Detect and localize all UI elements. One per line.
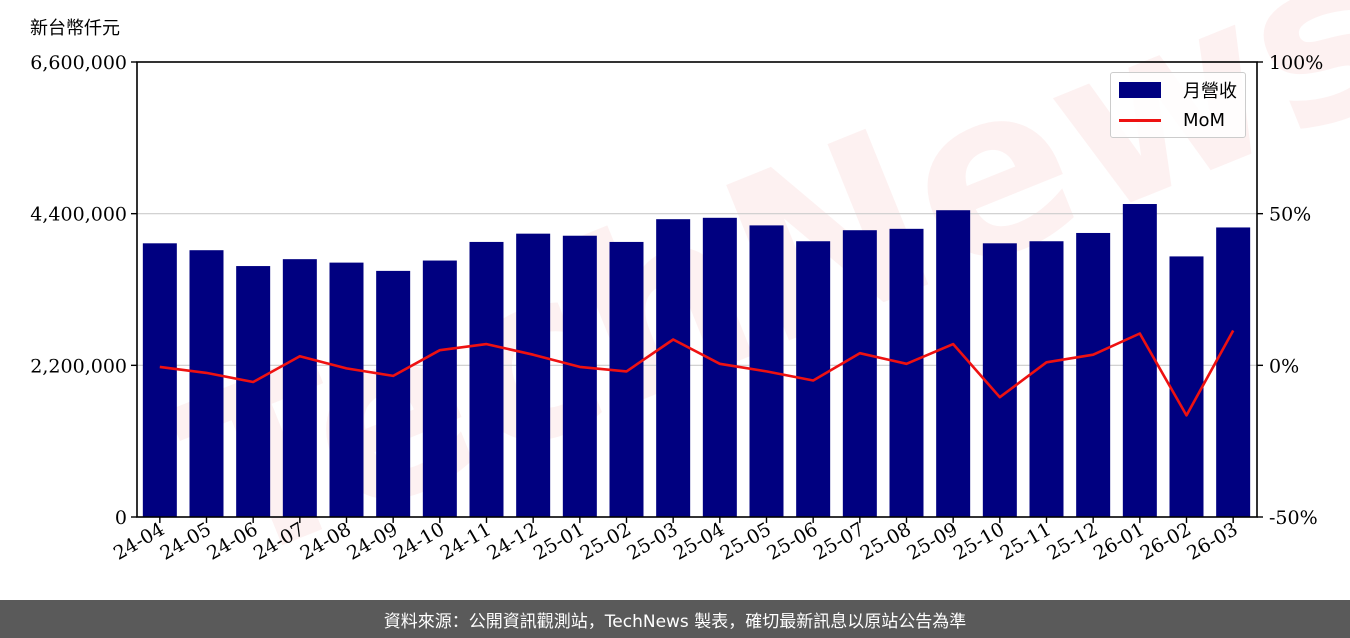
x-tick-label: 25-08 — [857, 518, 915, 564]
bar-24-09 — [376, 270, 411, 517]
bar-25-11 — [1029, 241, 1064, 517]
x-tick-label: 24-11 — [437, 518, 495, 564]
x-tick-label: 25-04 — [670, 518, 728, 564]
x-tick-label: 25-12 — [1043, 518, 1101, 564]
chart-area: TechNews 02,200,0004,400,0006,600,000-50… — [30, 0, 1350, 618]
x-tick-label: 26-03 — [1183, 518, 1241, 564]
bar-25-07 — [842, 230, 877, 517]
x-tick-label: 24-12 — [483, 518, 541, 564]
footer-text: 資料來源：公開資訊觀測站，TechNews 製表，確切最新訊息以原站公告為準 — [383, 611, 967, 632]
bar-25-10 — [982, 243, 1017, 517]
chart-legend: 月營收 MoM — [1110, 72, 1246, 138]
bar-26-03 — [1216, 227, 1251, 518]
bar-26-01 — [1122, 204, 1157, 518]
chart-svg: 0 2,200,000 4,400,000 6,600,000 -50% 0% 50% 100… — [30, 52, 1323, 565]
bar-24-11 — [469, 241, 504, 517]
bar-25-02 — [609, 241, 644, 517]
x-tick-label: 25-01 — [530, 518, 588, 564]
x-tick-label: 25-05 — [717, 518, 775, 564]
bar-24-07 — [282, 259, 317, 517]
y-right-tick-label: -50% — [1269, 507, 1318, 529]
legend-item-mom: MoM — [1119, 106, 1225, 134]
bar-24-08 — [329, 262, 364, 517]
x-tick-label: 24-09 — [343, 518, 401, 564]
bar-24-05 — [189, 250, 224, 518]
y-axis-unit-label: 新台幣仟元 — [30, 18, 120, 39]
x-tick-label: 25-11 — [997, 518, 1055, 564]
bar-24-12 — [516, 233, 551, 517]
y-right-tick-label: 50% — [1269, 204, 1311, 226]
x-tick-label: 24-10 — [390, 518, 448, 564]
legend-line-swatch — [1119, 118, 1161, 122]
mom-line — [159, 329, 1235, 417]
plot-frame — [136, 61, 1258, 518]
source-footer: 資料來源：公開資訊觀測站，TechNews 製表，確切最新訊息以原站公告為準 — [0, 600, 1350, 638]
bar-25-09 — [936, 210, 971, 517]
bar-24-04 — [142, 243, 177, 517]
y-left-tick-label: 2,200,000 — [30, 355, 127, 377]
x-tick-label: 25-06 — [763, 518, 821, 564]
bar-24-06 — [236, 266, 271, 517]
y-right-tick-label: 0% — [1269, 355, 1299, 377]
bar-25-03 — [656, 219, 691, 517]
bar-25-04 — [702, 217, 737, 517]
legend-line-label: MoM — [1183, 109, 1226, 131]
x-tick-label: 26-01 — [1090, 518, 1148, 564]
bar-24-10 — [422, 260, 457, 517]
x-tick-label: 25-10 — [950, 518, 1008, 564]
x-tick-label: 25-02 — [577, 518, 635, 564]
bar-25-08 — [889, 228, 924, 518]
y-left-tick-label: 6,600,000 — [30, 52, 127, 74]
x-tick-label: 24-08 — [297, 518, 355, 564]
bar-26-02 — [1169, 256, 1204, 517]
x-tick-label: 24-06 — [203, 518, 261, 564]
x-tick-label: 25-07 — [810, 518, 868, 564]
legend-item-revenue: 月營收 — [1119, 76, 1237, 104]
legend-bar-label: 月營收 — [1183, 81, 1237, 102]
x-tick-label: 24-07 — [250, 518, 308, 564]
x-tick-label: 24-05 — [157, 518, 215, 564]
legend-bar-swatch — [1119, 82, 1161, 98]
y-left-tick-label: 4,400,000 — [30, 204, 127, 226]
x-tick-label: 26-02 — [1137, 518, 1195, 564]
y-right-tick-label: 100% — [1269, 52, 1323, 74]
x-tick-label: 25-03 — [623, 518, 681, 564]
x-tick-label: 25-09 — [903, 518, 961, 564]
bar-25-01 — [562, 235, 597, 517]
bar-25-12 — [1076, 232, 1111, 517]
y-left-tick-label: 0 — [115, 507, 127, 529]
